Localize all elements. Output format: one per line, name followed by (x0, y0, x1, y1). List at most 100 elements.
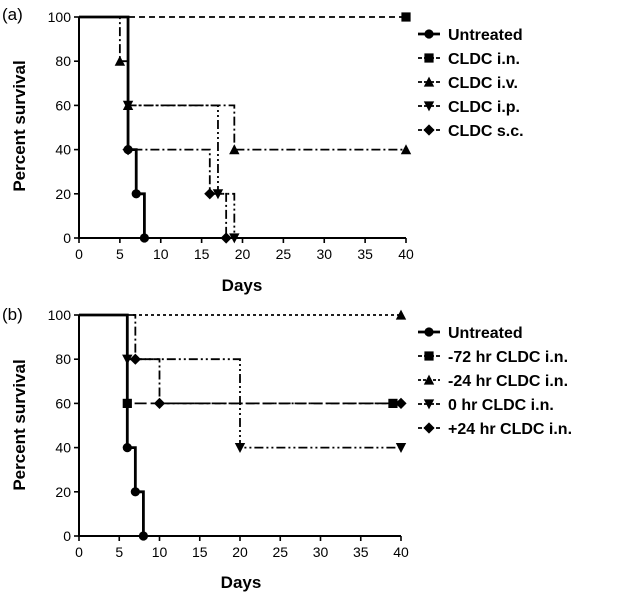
panel-a-legend: Untreated CLDC i.n. CLDC i.v. CLDC i.p. CLDC… (418, 27, 524, 140)
panel-b-series-3 (79, 309, 407, 320)
panel-a-data-point (122, 144, 134, 156)
panel-a-legend-label: CLDC s.c. (448, 123, 524, 140)
panel-a-series-line (79, 16, 228, 238)
panel-b-data-point (122, 398, 132, 408)
panel-a-x-tick-label: 5 (116, 246, 124, 262)
panel-b-series (79, 309, 407, 541)
panel-b-legend-marker (423, 422, 435, 434)
panel-b-legend-label: 0 hr CLDC i.n. (448, 397, 554, 414)
panel-a-legend-marker (423, 76, 435, 87)
panel-b-legend-marker (424, 351, 434, 361)
panel-b-legend-marker (423, 399, 435, 410)
panel-a-data-point (139, 233, 149, 243)
panel-b-x-tick-label: 20 (232, 544, 248, 560)
panel-b-x-tick-label: 30 (313, 544, 329, 560)
panel-a-data-point (229, 144, 240, 155)
panel-b-series-5 (79, 314, 407, 409)
panel-a-y-axis-title: Percent survival (10, 60, 29, 191)
panel-b-data-point (388, 398, 398, 408)
panel-b-data-point (153, 397, 166, 409)
panel-a-data-point (401, 12, 411, 22)
panel-b-legend-label: Untreated (448, 325, 523, 342)
panel-a-axes: 0 5 10 15 20 25 30 35 40 0 20 40 60 80 100 (48, 9, 414, 262)
panel-b-legend-marker (424, 327, 434, 337)
panel-b-data-point (395, 309, 407, 320)
panel-b-legend-item: +24 hr CLDC i.n. (418, 421, 572, 438)
panel-b-x-tick-label: 15 (192, 544, 208, 560)
panel-a-legend-marker (424, 53, 434, 63)
panel-a-series-1 (79, 15, 149, 243)
panel-b-data-point (129, 353, 141, 365)
panel-b-data-point (138, 531, 148, 541)
panel-b-x-axis-title: Days (221, 573, 262, 592)
panel-a-x-tick-label: 20 (235, 246, 251, 262)
panel-b-data-point (122, 354, 133, 365)
panel-b-series-line (79, 314, 401, 405)
panel-a-legend-marker (423, 101, 435, 112)
panel-a-series-line (79, 16, 236, 238)
panel-a-legend-label: CLDC i.v. (448, 75, 518, 92)
panel-a-legend-marker (423, 124, 435, 136)
panel-b-y-tick-label: 20 (55, 484, 71, 500)
panel-a-data-point (229, 233, 240, 244)
panel-b-legend-label: -24 hr CLDC i.n. (448, 373, 568, 390)
panel-a-series-5 (79, 16, 232, 244)
panel-a-y-tick-label: 40 (55, 142, 71, 158)
panel-b-x-tick-label: 35 (353, 544, 369, 560)
panel-a-series-2 (79, 12, 411, 22)
panel-a-x-tick-label: 15 (194, 246, 210, 262)
panel-a-data-point (400, 144, 412, 155)
panel-b-data-point (395, 397, 407, 409)
panel-b-x-tick-label: 10 (152, 544, 168, 560)
panel-b-legend-label: +24 hr CLDC i.n. (448, 421, 572, 438)
panel-a-legend-item: CLDC i.p. (418, 99, 520, 116)
panel-a-data-point (114, 55, 126, 66)
panel-a-legend-marker (424, 29, 434, 39)
panel-b-series-1 (79, 313, 148, 541)
panel-b-data-point (395, 443, 407, 453)
panel-b-axes: 0 5 10 15 20 25 30 35 40 0 20 40 60 80 100 (48, 307, 409, 560)
panel-b-legend-item: Untreated (418, 325, 523, 342)
panel-b-y-tick-label: 60 (55, 395, 71, 411)
panel-a-y-tick-label: 60 (55, 97, 71, 113)
panel-b-label: (b) (2, 305, 23, 324)
panel-b-y-tick-label: 40 (55, 440, 71, 456)
panel-a-legend-item: CLDC i.n. (418, 51, 520, 68)
panel-a-legend-item: Untreated (418, 27, 523, 44)
panel-a-x-tick-label: 35 (357, 246, 373, 262)
panel-b-legend-item: -72 hr CLDC i.n. (418, 349, 568, 366)
panel-a-series (79, 12, 412, 244)
panel-b-legend-item: -24 hr CLDC i.n. (418, 373, 568, 390)
panel-b-x-tick-label: 5 (115, 544, 123, 560)
panel-b-legend-label: -72 hr CLDC i.n. (448, 349, 568, 366)
panel-b-x-tick-label: 40 (393, 544, 409, 560)
panel-b-legend-marker (423, 374, 435, 385)
panel-a-data-point (131, 189, 141, 199)
panel-a-y-tick-label: 20 (55, 186, 71, 202)
panel-b-data-point (234, 443, 246, 453)
panel-b-y-tick-label: 100 (48, 307, 72, 323)
panel-b-x-tick-label: 0 (75, 544, 83, 560)
panel-a-legend-label: CLDC i.n. (448, 51, 520, 68)
panel-b-y-tick-label: 0 (63, 528, 71, 544)
panel-a-x-tick-label: 30 (316, 246, 332, 262)
panel-a-y-tick-label: 80 (55, 53, 71, 69)
panel-a-data-point (220, 232, 232, 244)
panel-b-y-tick-label: 80 (55, 351, 71, 367)
panel-a: (a) 0 5 10 15 20 25 30 35 40 0 20 40 60 80 100 Untreat… (2, 5, 524, 295)
panel-a-x-tick-label: 40 (398, 246, 414, 262)
panel-a-series-4 (79, 16, 240, 244)
panel-b-data-point (122, 443, 132, 453)
panel-b: (b) 0 5 10 15 20 25 30 35 40 0 20 40 60 80 100 Untreat… (2, 305, 572, 592)
panel-b-x-tick-label: 25 (272, 544, 288, 560)
panel-b-y-axis-title: Percent survival (10, 359, 29, 490)
panel-a-legend-item: CLDC i.v. (418, 75, 518, 92)
panel-a-series-line (79, 15, 146, 238)
panel-a-x-tick-label: 0 (75, 246, 83, 262)
panel-a-data-point (212, 189, 224, 200)
panel-b-series-line (79, 313, 145, 536)
panel-a-y-tick-label: 100 (48, 9, 72, 25)
panel-a-x-tick-label: 25 (276, 246, 292, 262)
panel-a-x-axis-title: Days (222, 276, 263, 295)
